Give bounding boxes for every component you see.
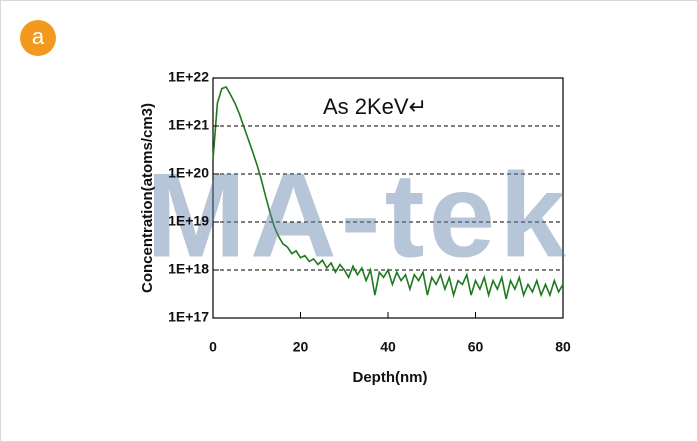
x-tick-label: 0	[209, 339, 217, 355]
y-tick-label: 1E+22	[168, 69, 209, 85]
y-tick-label: 1E+20	[168, 165, 209, 181]
y-tick-label: 1E+21	[168, 117, 209, 133]
x-tick-label: 20	[293, 339, 309, 355]
watermark: MA-tek	[146, 149, 570, 283]
x-axis-label: Depth(nm)	[353, 369, 428, 386]
annotation: As 2KeV↵	[323, 94, 427, 119]
y-axis-label: Concentration(atoms/cm3)	[139, 103, 156, 293]
x-tick-label: 40	[380, 339, 396, 355]
data-line	[212, 86, 564, 300]
y-tick-label: 1E+19	[168, 213, 209, 229]
plot-area	[212, 77, 564, 319]
marks	[212, 77, 564, 319]
y-tick-label: 1E+18	[168, 261, 209, 277]
y-tick-label: 1E+17	[168, 309, 209, 325]
panel-label: a	[32, 24, 45, 49]
x-tick-label: 60	[468, 339, 484, 355]
panel-badge	[20, 20, 56, 56]
x-tick-label: 80	[555, 339, 571, 355]
